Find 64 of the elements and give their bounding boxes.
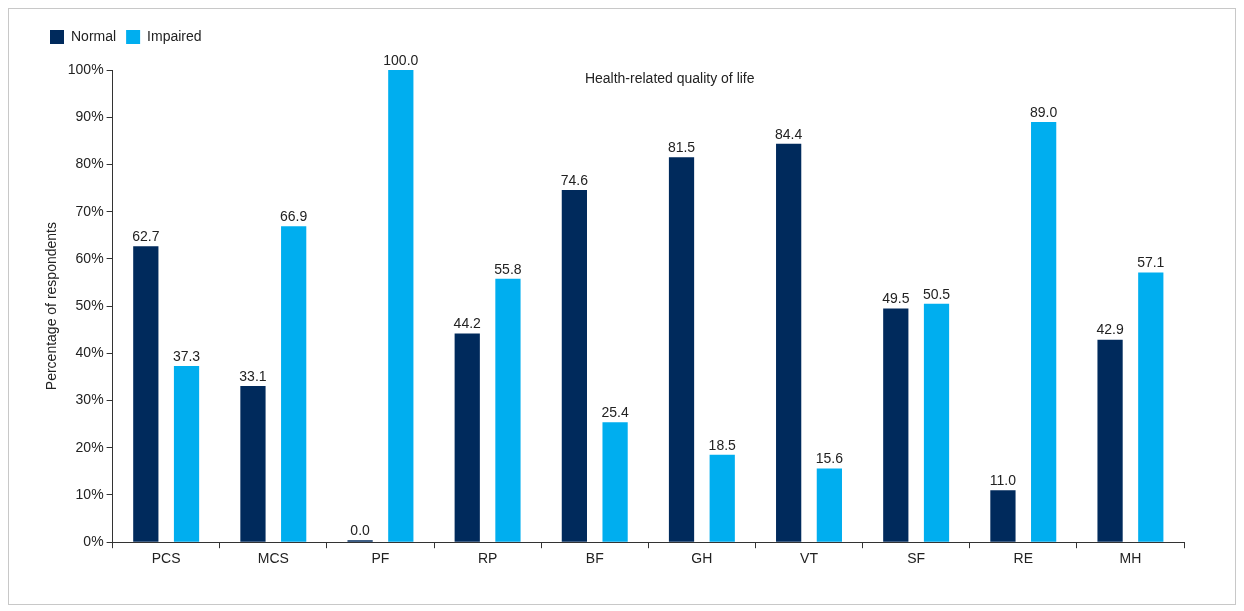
data-label: 55.8	[494, 260, 522, 277]
legend-label: Impaired	[147, 27, 202, 44]
data-label: 49.5	[882, 290, 910, 307]
x-tick-label: GH	[691, 550, 713, 567]
x-tick-label: MH	[1119, 550, 1142, 567]
bar	[388, 70, 414, 542]
bar	[495, 278, 521, 542]
data-label: 62.7	[132, 227, 160, 244]
bar	[173, 366, 200, 542]
bar	[709, 454, 735, 542]
x-tick-label: MCS	[257, 550, 289, 567]
y-tick-label: 80%	[75, 155, 104, 172]
bar	[923, 303, 950, 542]
y-tick-label: 30%	[75, 391, 104, 408]
y-tick-label: 40%	[75, 344, 104, 361]
chart-title: Health-related quality of life	[584, 69, 755, 86]
data-label: 44.2	[453, 315, 482, 332]
data-label: 15.6	[815, 450, 844, 467]
y-tick-label: 70%	[75, 202, 104, 219]
bar	[1031, 121, 1057, 542]
data-label: 0.0	[350, 522, 371, 539]
bar	[561, 189, 587, 542]
data-label: 57.1	[1137, 254, 1165, 271]
data-label: 25.4	[601, 404, 629, 421]
bar	[281, 226, 307, 542]
x-tick-label: PCS	[151, 550, 181, 567]
bar	[454, 333, 480, 542]
y-tick-label: 10%	[75, 485, 104, 502]
data-label: 81.5	[667, 139, 696, 156]
data-label: 89.0	[1030, 103, 1058, 120]
data-label: 66.9	[280, 208, 308, 225]
data-label: 100.0	[383, 51, 419, 68]
bar	[990, 490, 1016, 542]
x-tick-label: SF	[907, 550, 926, 567]
y-tick-label: 90%	[75, 108, 104, 125]
x-tick-label: RE	[1013, 550, 1034, 567]
y-axis-title: Percentage of respondents	[43, 222, 60, 391]
bar	[776, 143, 802, 542]
data-label: 84.4	[775, 125, 803, 142]
y-tick-label: 100%	[67, 60, 104, 77]
y-tick-label: 50%	[75, 296, 104, 313]
bar	[240, 385, 266, 542]
bar	[1097, 339, 1123, 542]
bar	[883, 308, 909, 542]
x-tick-label: BF	[585, 550, 604, 567]
data-label: 37.3	[172, 347, 201, 364]
bar	[668, 157, 695, 542]
bar	[602, 422, 628, 542]
data-label: 42.9	[1096, 321, 1124, 338]
bar	[1138, 272, 1164, 542]
y-tick-label: 20%	[75, 438, 104, 455]
x-tick-label: PF	[371, 550, 390, 567]
data-label: 33.1	[239, 367, 267, 384]
x-tick-label: VT	[800, 550, 819, 567]
x-tick-label: RP	[477, 550, 498, 567]
data-label: 50.5	[922, 285, 951, 302]
bar	[816, 468, 842, 542]
legend-label: Normal	[71, 27, 117, 44]
y-tick-label: 60%	[75, 249, 104, 266]
data-label: 11.0	[989, 472, 1017, 489]
y-tick-label: 0%	[83, 533, 104, 550]
data-label: 18.5	[708, 436, 737, 453]
data-label: 74.6	[560, 171, 589, 188]
bar	[133, 246, 159, 542]
